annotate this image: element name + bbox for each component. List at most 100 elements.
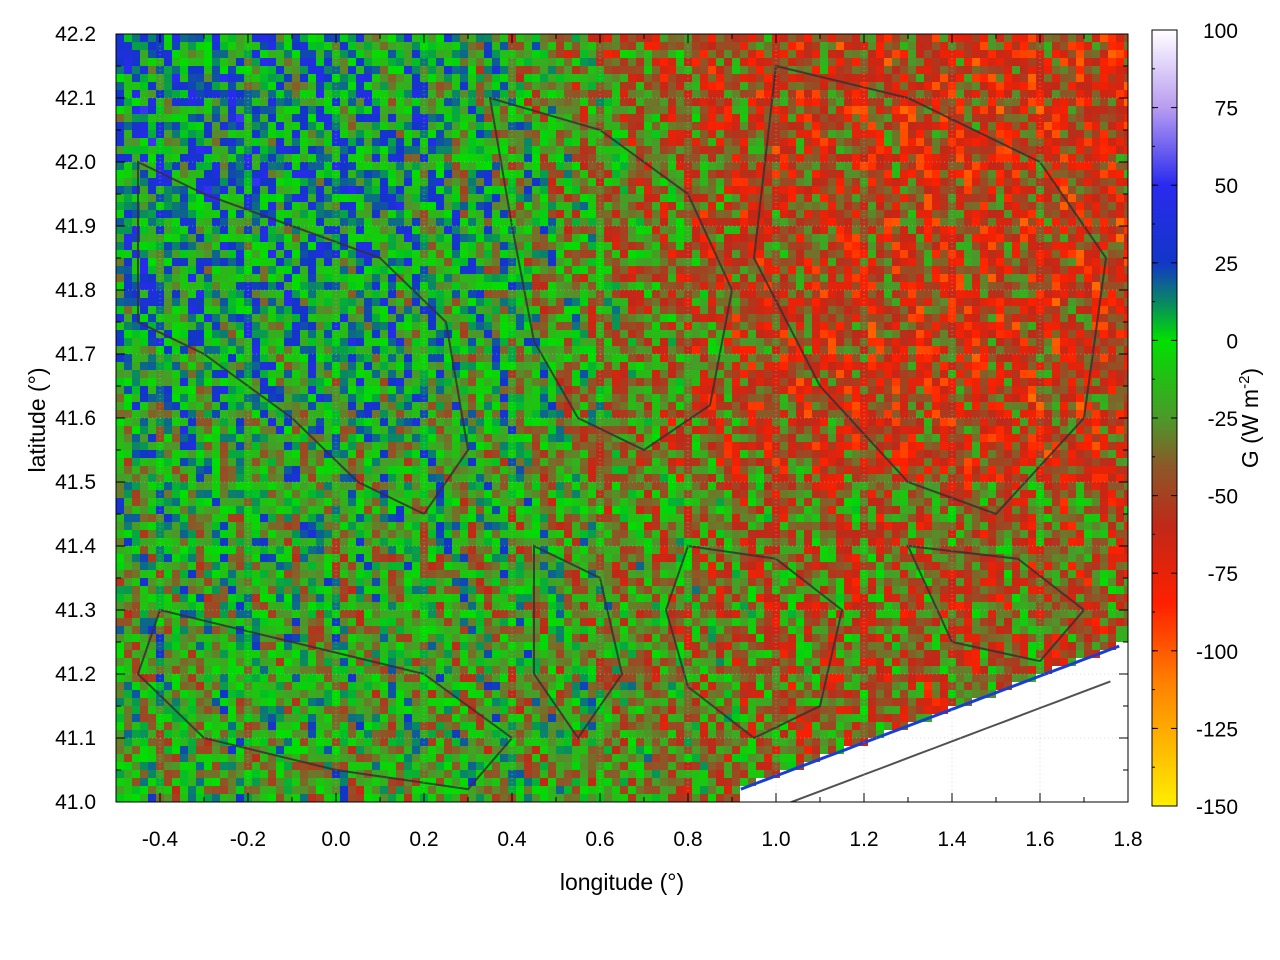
heatmap-cell xyxy=(492,234,500,242)
heatmap-cell xyxy=(524,34,532,42)
heatmap-cell xyxy=(1012,90,1020,98)
heatmap-cell xyxy=(820,170,828,178)
heatmap-cell xyxy=(460,322,468,330)
heatmap-cell xyxy=(628,250,636,258)
heatmap-cell xyxy=(500,162,508,170)
heatmap-cell xyxy=(644,298,652,306)
heatmap-cell xyxy=(644,50,652,58)
heatmap-cell xyxy=(348,122,356,130)
heatmap-cell xyxy=(660,306,668,314)
heatmap-cell xyxy=(1084,298,1092,306)
heatmap-cell xyxy=(316,154,324,162)
heatmap-cell xyxy=(780,330,788,338)
heatmap-cell xyxy=(148,74,156,82)
heatmap-cell xyxy=(996,274,1004,282)
heatmap-cell xyxy=(548,66,556,74)
heatmap-cell xyxy=(956,234,964,242)
heatmap-cell xyxy=(1068,210,1076,218)
heatmap-cell xyxy=(212,130,220,138)
heatmap-cell xyxy=(804,330,812,338)
heatmap-cell xyxy=(436,234,444,242)
heatmap-cell xyxy=(220,106,228,114)
heatmap-cell xyxy=(388,258,396,266)
heatmap-cell xyxy=(404,114,412,122)
heatmap-cell xyxy=(348,170,356,178)
heatmap-cell xyxy=(196,218,204,226)
heatmap-cell xyxy=(612,314,620,322)
heatmap-cell xyxy=(1044,130,1052,138)
heatmap-cell xyxy=(532,178,540,186)
heatmap-cell xyxy=(612,106,620,114)
heatmap-cell xyxy=(804,82,812,90)
heatmap-cell xyxy=(980,218,988,226)
heatmap-cell xyxy=(524,274,532,282)
heatmap-cell xyxy=(716,74,724,82)
heatmap-cell xyxy=(764,90,772,98)
heatmap-cell xyxy=(764,234,772,242)
heatmap-cell xyxy=(1028,66,1036,74)
heatmap-cell xyxy=(348,346,356,354)
heatmap-cell xyxy=(756,306,764,314)
heatmap-cell xyxy=(908,330,916,338)
heatmap-cell xyxy=(700,258,708,266)
heatmap-cell xyxy=(164,298,172,306)
heatmap-cell xyxy=(308,34,316,42)
heatmap-cell xyxy=(540,250,548,258)
heatmap-cell xyxy=(468,114,476,122)
heatmap-cell xyxy=(188,122,196,130)
heatmap-cell xyxy=(604,106,612,114)
heatmap-cell xyxy=(892,258,900,266)
heatmap-cell xyxy=(740,162,748,170)
heatmap-cell xyxy=(788,298,796,306)
heatmap-cell xyxy=(300,90,308,98)
heatmap-cell xyxy=(204,162,212,170)
heatmap-cell xyxy=(1060,106,1068,114)
heatmap-cell xyxy=(484,234,492,242)
heatmap-cell xyxy=(236,282,244,290)
heatmap-cell xyxy=(324,266,332,274)
heatmap-cell xyxy=(764,50,772,58)
heatmap-cell xyxy=(252,250,260,258)
heatmap-cell xyxy=(732,282,740,290)
heatmap-cell xyxy=(268,98,276,106)
heatmap-cell xyxy=(700,202,708,210)
heatmap-cell xyxy=(292,330,300,338)
heatmap-cell xyxy=(460,42,468,50)
heatmap-cell xyxy=(940,58,948,66)
heatmap-cell xyxy=(180,330,188,338)
heatmap-cell xyxy=(404,98,412,106)
heatmap-cell xyxy=(388,34,396,42)
heatmap-cell xyxy=(180,258,188,266)
heatmap-cell xyxy=(708,178,716,186)
heatmap-cell xyxy=(548,74,556,82)
heatmap-cell xyxy=(204,106,212,114)
heatmap-cell xyxy=(892,130,900,138)
heatmap-cell xyxy=(316,194,324,202)
heatmap-cell xyxy=(828,98,836,106)
heatmap-cell xyxy=(548,298,556,306)
heatmap-cell xyxy=(788,258,796,266)
heatmap-cell xyxy=(564,90,572,98)
heatmap-cell xyxy=(884,298,892,306)
heatmap-cell xyxy=(444,162,452,170)
heatmap-cell xyxy=(580,298,588,306)
heatmap-cell xyxy=(932,234,940,242)
heatmap-cell xyxy=(524,226,532,234)
heatmap-cell xyxy=(524,250,532,258)
heatmap-cell xyxy=(604,266,612,274)
heatmap-cell xyxy=(324,74,332,82)
heatmap-cell xyxy=(1100,154,1108,162)
heatmap-cell xyxy=(900,338,908,346)
heatmap-cell xyxy=(404,34,412,42)
heatmap-cell xyxy=(252,298,260,306)
heatmap-cell xyxy=(404,218,412,226)
heatmap-cell xyxy=(548,282,556,290)
heatmap-cell xyxy=(852,178,860,186)
heatmap-cell xyxy=(580,202,588,210)
heatmap-cell xyxy=(452,322,460,330)
heatmap-cell xyxy=(436,138,444,146)
heatmap-cell xyxy=(428,90,436,98)
heatmap-cell xyxy=(116,34,124,42)
heatmap-cell xyxy=(868,186,876,194)
heatmap-cell xyxy=(580,290,588,298)
